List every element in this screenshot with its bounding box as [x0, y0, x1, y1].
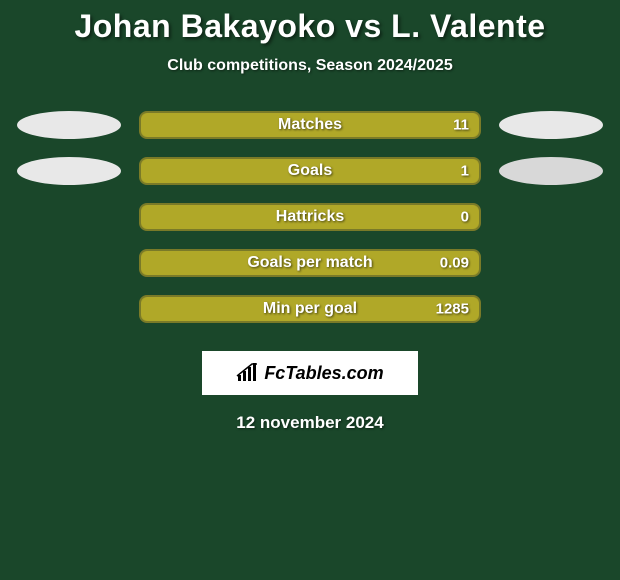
stat-row: Goals per match 0.09: [8, 249, 612, 277]
stat-value: 0: [461, 209, 469, 226]
chart-icon: [236, 363, 260, 383]
left-ellipse: [17, 157, 121, 185]
stat-value: 1285: [436, 301, 469, 318]
stat-value: 11: [453, 117, 469, 134]
stat-bar: Matches 11: [139, 111, 481, 139]
stat-row: Matches 11: [8, 111, 612, 139]
right-ellipse: [499, 157, 603, 185]
subtitle: Club competitions, Season 2024/2025: [0, 57, 620, 75]
stat-bar: Goals 1: [139, 157, 481, 185]
stat-value: 0.09: [440, 255, 469, 272]
stats-list: Matches 11 Goals 1 Hattricks 0 Goals per match…: [0, 111, 620, 323]
comparison-card: Johan Bakayoko vs L. Valente Club compet…: [0, 0, 620, 433]
left-ellipse: [17, 111, 121, 139]
right-ellipse: [499, 111, 603, 139]
logo-box[interactable]: FcTables.com: [202, 351, 418, 395]
stat-value: 1: [461, 163, 469, 180]
stat-label: Min per goal: [263, 300, 357, 318]
stat-label: Goals per match: [247, 254, 372, 272]
stat-label: Matches: [278, 116, 342, 134]
stat-row: Goals 1: [8, 157, 612, 185]
stat-label: Goals: [288, 162, 332, 180]
page-title: Johan Bakayoko vs L. Valente: [0, 8, 620, 45]
stat-row: Min per goal 1285: [8, 295, 612, 323]
stat-row: Hattricks 0: [8, 203, 612, 231]
stat-bar: Goals per match 0.09: [139, 249, 481, 277]
logo-text: FcTables.com: [264, 363, 383, 384]
date-text: 12 november 2024: [0, 413, 620, 433]
stat-bar: Hattricks 0: [139, 203, 481, 231]
stat-label: Hattricks: [276, 208, 344, 226]
stat-bar: Min per goal 1285: [139, 295, 481, 323]
